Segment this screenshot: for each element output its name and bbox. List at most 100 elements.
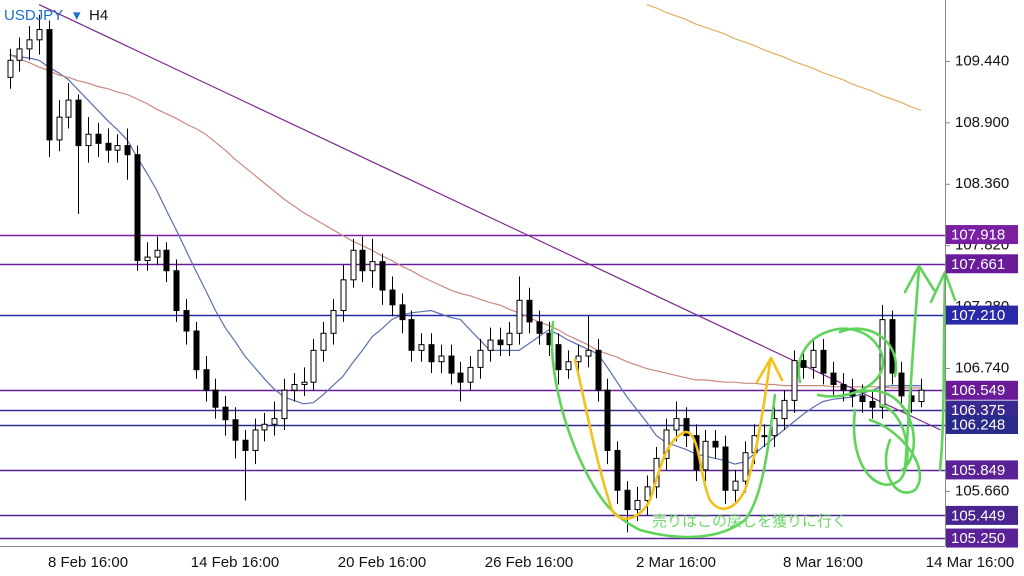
candle-body [869,401,876,408]
level-tag [946,415,1018,435]
timeframe: H4 [89,7,108,24]
candle-body [281,389,288,420]
candle-body [595,349,602,391]
candle-body [340,279,347,312]
candle-body [457,372,464,383]
level-tag [946,505,1018,525]
x-tick-label: 8 Mar 16:00 [783,554,863,571]
candle-body [95,133,102,144]
candle-body [506,332,513,346]
candle-body [585,349,592,357]
candle-body [555,344,562,371]
candle-body [898,372,905,397]
candle-body [154,249,161,258]
candle-body [379,261,386,291]
candle-body [301,381,308,385]
candle-body [369,261,376,272]
moving-average [646,4,922,111]
candle-body [859,395,866,403]
level-tag [946,528,1018,548]
x-tick-label: 26 Feb 16:00 [485,554,573,571]
candle-body [634,500,641,511]
y-tick-label: 108.900 [955,114,1009,131]
candle-body [781,399,788,420]
candle-body [467,366,474,383]
candle-body [222,406,229,421]
candle-body [75,99,82,147]
x-tick-label: 2 Mar 16:00 [636,554,716,571]
level-label: 105.849 [951,462,1005,479]
candle-body [408,319,415,351]
candle-body [722,446,729,491]
dropdown-icon[interactable]: ▾ [73,7,81,24]
moving-average [9,54,921,389]
candle-body [105,142,112,151]
candle-body [526,299,533,323]
candle-body [791,360,798,401]
candle-body [673,418,680,431]
level-tag [946,460,1018,480]
hand-curve [550,320,777,539]
candle-body [330,310,337,334]
candle-body [124,145,131,156]
candle-body [212,389,219,408]
annotation: 売りはこの戻しを獲りに行く [652,513,847,530]
candle-body [26,39,33,50]
candle-body [320,332,327,351]
y-tick-label: 108.360 [955,175,1009,192]
candle-body [242,439,249,451]
candle-body [761,435,768,438]
y-tick-label: 109.440 [955,52,1009,69]
level-label: 107.661 [951,256,1005,273]
candle-body [65,99,72,118]
candle-body [487,339,494,351]
candle-body [183,310,190,332]
candle-body [428,344,435,363]
level-label: 107.210 [951,307,1005,324]
candle-body [604,389,611,451]
level-tag [946,254,1018,274]
hand-arrow [573,356,784,520]
candle-body [134,154,141,261]
candle-body [830,372,837,385]
level-tag [946,305,1018,325]
candle-body [497,339,504,346]
candle-body [918,389,925,403]
level-tag [946,400,1018,420]
candle-body [114,145,121,151]
candle-body [203,369,210,391]
candle-body [232,419,239,441]
candle-body [173,270,180,312]
candle-body [310,349,317,383]
candle-body [624,489,631,511]
candle-body [399,304,406,321]
candle-body [418,344,425,351]
candle-body [575,355,582,363]
candle-body [291,383,298,391]
candle-body [163,249,170,272]
level-tag [946,225,1018,245]
candle-body [193,330,200,371]
level-label: 106.549 [951,382,1005,399]
candle-body [7,59,14,78]
candle-body [644,486,651,502]
level-tag [946,380,1018,400]
candle-body [350,249,357,281]
candle-body [144,256,151,261]
x-tick-label: 20 Feb 16:00 [338,554,426,571]
candle-body [477,349,484,368]
candle-body [36,29,43,41]
plot-area [0,4,945,540]
trendline [38,4,941,431]
candle-body [536,321,543,334]
candle-body [565,361,572,371]
y-tick-label: 105.660 [955,482,1009,499]
x-tick-label: 14 Mar 16:00 [926,554,1014,571]
candle-body [820,349,827,374]
candle-body [800,360,807,368]
candle-body [702,440,709,471]
candle-body [438,355,445,363]
candle-body [16,48,23,61]
